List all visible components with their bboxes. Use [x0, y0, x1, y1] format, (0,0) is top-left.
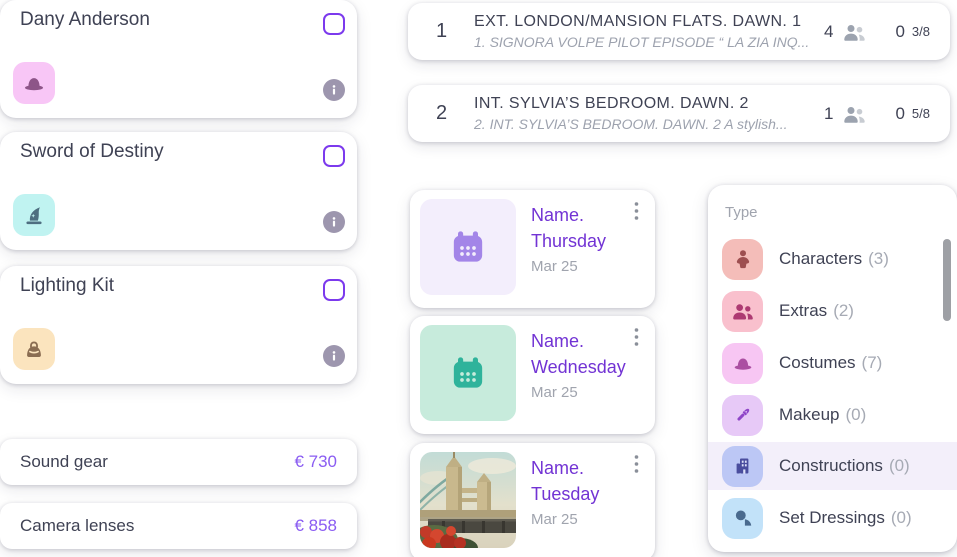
people-icon [844, 24, 866, 41]
item-card-dany-anderson[interactable]: Dany Anderson [0, 0, 357, 118]
info-icon[interactable] [323, 79, 345, 101]
day-card-label: Name. [531, 331, 585, 351]
type-item-constructions[interactable]: Constructions (0) [708, 442, 957, 490]
people-icon [844, 106, 866, 123]
scene-number: 1 [436, 20, 448, 42]
day-text: Name. Wednesday Mar 25 [531, 328, 626, 401]
day-text: Name. Thursday Mar 25 [531, 202, 606, 275]
calendar-icon [420, 199, 516, 295]
scene-subtitle: 2. INT. SYLVIA’S BEDROOM. DAWN. 2 A styl… [474, 116, 788, 132]
scene-stats: 4 0 3/8 [824, 21, 930, 43]
day-card-date: Mar 25 [531, 384, 578, 401]
item-title: Sword of Destiny [20, 141, 164, 162]
cast-count: 1 [823, 103, 834, 123]
scene-row-2[interactable]: 2 INT. SYLVIA’S BEDROOM. DAWN. 2 2. INT.… [408, 85, 950, 142]
type-item-costumes[interactable]: Costumes (7) [708, 339, 957, 387]
type-count: (2) [833, 301, 854, 320]
item-checkbox[interactable] [323, 145, 345, 167]
day-card-date: Mar 25 [531, 258, 578, 275]
page-eighths: 3/8 [911, 24, 930, 39]
type-label: Makeup [779, 405, 840, 424]
scene-title: EXT. LONDON/MANSION FLATS. DAWN. 1 [474, 13, 802, 30]
extras-count: 0 [895, 21, 905, 41]
kebab-menu-icon[interactable] [627, 455, 645, 473]
hat-icon [13, 62, 55, 104]
scrollbar[interactable] [943, 239, 951, 321]
info-icon[interactable] [323, 211, 345, 233]
scene-row-1[interactable]: 1 EXT. LONDON/MANSION FLATS. DAWN. 1 1. … [408, 3, 950, 60]
bag-icon [13, 328, 55, 370]
day-card-tuesday[interactable]: Name. Tuesday Mar 25 [410, 443, 655, 557]
type-count: (7) [861, 353, 883, 372]
day-card-label: Name. [531, 458, 585, 478]
item-card-sword-of-destiny[interactable]: Sword of Destiny [0, 132, 357, 250]
brush-icon [722, 394, 763, 436]
budget-price: € 858 [294, 516, 337, 535]
day-card-label: Name. [531, 205, 585, 225]
item-title: Lighting Kit [20, 275, 115, 296]
page-eighths: 5/8 [911, 106, 930, 121]
item-card-lighting-kit[interactable]: Lighting Kit [0, 266, 357, 384]
type-item-characters[interactable]: Characters (3) [708, 235, 957, 283]
day-card-date: Mar 25 [531, 511, 578, 528]
type-label: Characters [779, 249, 863, 268]
budget-row-sound-gear[interactable]: Sound gear € 730 [0, 439, 357, 485]
calendar-icon [420, 325, 516, 421]
info-icon[interactable] [323, 345, 345, 367]
type-count: (3) [868, 249, 889, 268]
type-label: Extras [779, 301, 828, 320]
kebab-menu-icon[interactable] [627, 202, 645, 220]
budget-price: € 730 [294, 452, 337, 471]
type-count: (0) [845, 405, 867, 424]
scene-text: INT. SYLVIA’S BEDROOM. DAWN. 2 2. INT. S… [474, 95, 788, 132]
type-item-makeup[interactable]: Makeup (0) [708, 391, 957, 439]
budget-label: Sound gear [20, 452, 108, 471]
scene-number: 2 [436, 102, 448, 124]
scene-stats: 1 0 5/8 [824, 103, 930, 125]
type-filter-panel: Type Characters (3) Extras (2 [708, 185, 957, 552]
cast-count: 4 [823, 21, 834, 41]
day-text: Name. Tuesday Mar 25 [531, 455, 599, 528]
item-title: Dany Anderson [20, 9, 150, 30]
type-label: Set Dressings [779, 508, 885, 527]
type-label: Constructions [779, 456, 883, 475]
type-item-extras[interactable]: Extras (2) [708, 287, 957, 335]
type-count: (0) [890, 508, 912, 527]
hat-icon [722, 342, 763, 384]
budget-label: Camera lenses [20, 516, 135, 535]
building-icon [722, 445, 763, 487]
kebab-menu-icon[interactable] [627, 328, 645, 346]
item-checkbox[interactable] [323, 13, 345, 35]
people-icon [722, 290, 763, 332]
day-card-day: Wednesday [531, 357, 626, 377]
tower-bridge-photo [420, 452, 516, 548]
type-panel-title: Type [725, 204, 758, 221]
day-card-thursday[interactable]: Name. Thursday Mar 25 [410, 190, 655, 308]
budget-row-camera-lenses[interactable]: Camera lenses € 858 [0, 503, 357, 549]
person-icon [722, 238, 763, 280]
scene-subtitle: 1. SIGNORA VOLPE PILOT EPISODE “ LA ZIA … [474, 34, 810, 50]
type-count: (0) [888, 456, 910, 475]
prop-fin-icon [13, 194, 55, 236]
type-item-set-dressings[interactable]: Set Dressings (0) [708, 494, 957, 542]
extras-count: 0 [895, 103, 905, 123]
day-card-day: Thursday [531, 231, 607, 251]
scene-title: INT. SYLVIA’S BEDROOM. DAWN. 2 [474, 95, 749, 112]
item-checkbox[interactable] [323, 279, 345, 301]
day-card-day: Tuesday [531, 484, 600, 504]
shapes-icon [722, 497, 763, 539]
day-card-wednesday[interactable]: Name. Wednesday Mar 25 [410, 316, 655, 434]
scene-text: EXT. LONDON/MANSION FLATS. DAWN. 1 1. SI… [474, 13, 809, 50]
type-label: Costumes [779, 353, 856, 372]
